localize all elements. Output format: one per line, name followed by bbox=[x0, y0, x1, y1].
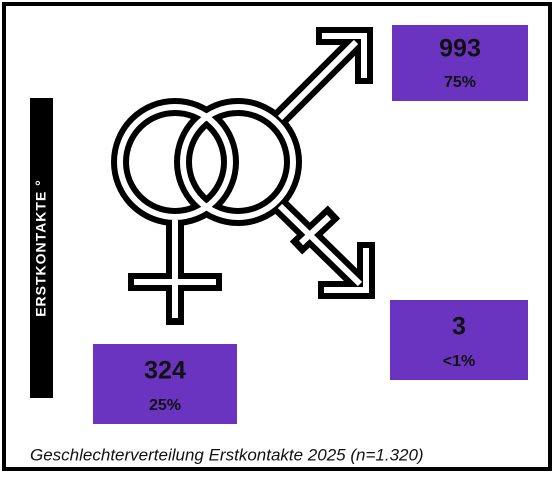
stat-share: <1% bbox=[443, 353, 475, 370]
stat-box bbox=[390, 300, 528, 380]
stat-count: 3 bbox=[452, 313, 466, 341]
stat-count: 993 bbox=[439, 35, 481, 63]
stat-share: 25% bbox=[149, 397, 181, 414]
gender-icon bbox=[111, 27, 375, 325]
side-bar bbox=[30, 98, 53, 398]
stat-count: 324 bbox=[144, 357, 186, 385]
stat-box bbox=[392, 25, 528, 101]
stat-box bbox=[93, 344, 237, 424]
stat-share: 75% bbox=[444, 74, 476, 91]
frame bbox=[2, 2, 552, 471]
caption: Geschlechterverteilung Erstkontakte 2025… bbox=[30, 445, 424, 464]
side-label: ERSTKONTAKTE ° bbox=[33, 179, 49, 317]
